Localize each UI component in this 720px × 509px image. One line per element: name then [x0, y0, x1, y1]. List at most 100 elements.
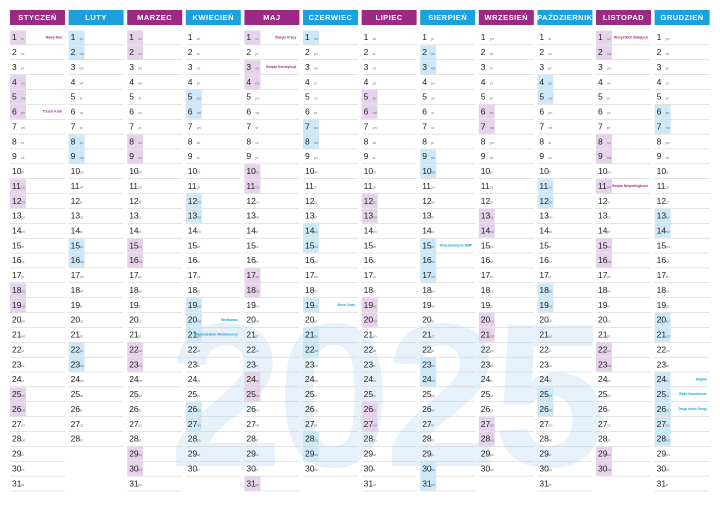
day-number: 19: [71, 300, 81, 310]
day-number: 26: [129, 404, 139, 414]
weekday: śr: [666, 67, 670, 71]
weekday: so: [548, 81, 552, 85]
day-number: 3: [657, 62, 662, 72]
weekday: pn: [373, 334, 377, 338]
day-number: 9: [539, 151, 544, 161]
day-number: 23: [422, 359, 432, 369]
weekday: śr: [255, 334, 259, 338]
day-number: 30: [539, 463, 549, 473]
weekday: pn: [21, 319, 25, 323]
weekday: nd: [666, 230, 670, 234]
day-highlight: [654, 313, 671, 327]
day-number: 28: [657, 434, 667, 444]
day-number: 5: [188, 92, 193, 102]
weekday: cz: [666, 290, 670, 294]
weekday: nd: [138, 156, 142, 160]
day-number: 9: [422, 151, 427, 161]
day-highlight: [127, 342, 144, 357]
weekday: so: [80, 141, 84, 145]
weekday: wt: [548, 126, 552, 130]
weekday: pt: [314, 215, 317, 219]
day-highlight: [127, 45, 144, 60]
day-number: 19: [657, 300, 667, 310]
weekday: cz: [490, 81, 494, 85]
weekday: pn: [314, 156, 318, 160]
weekday: nd: [314, 349, 318, 353]
day-number: 28: [246, 434, 256, 444]
weekday: cz: [197, 275, 201, 279]
weekday: pt: [548, 483, 551, 487]
day-number: 17: [422, 270, 432, 280]
day-number: 23: [364, 359, 374, 369]
day-number: 4: [246, 77, 251, 87]
day-number: 21: [305, 330, 315, 340]
day-highlight: [420, 372, 437, 387]
weekday: śr: [21, 245, 25, 249]
day-number: 14: [657, 225, 667, 235]
day-number: 5: [422, 92, 427, 102]
day-highlight: [303, 30, 319, 45]
day-highlight: [244, 283, 261, 298]
weekday: śr: [197, 156, 201, 160]
day-number: 7: [364, 121, 369, 131]
weekday: wt: [197, 453, 201, 457]
day-number: 5: [246, 92, 251, 102]
day-highlight: [654, 327, 671, 342]
weekday: cz: [373, 67, 377, 71]
weekday: śr: [197, 260, 201, 264]
day-highlight: [420, 238, 437, 253]
day-number: 30: [422, 463, 432, 473]
day-number: 2: [598, 47, 603, 57]
day-number: 18: [598, 285, 608, 295]
day-number: 27: [12, 419, 22, 429]
day-number: 20: [657, 315, 667, 325]
weekday: śr: [255, 126, 259, 130]
day-number: 26: [598, 404, 608, 414]
weekday: wt: [314, 379, 318, 383]
weekday: pn: [138, 275, 142, 279]
day-highlight: [596, 179, 612, 194]
weekday: pt: [666, 305, 669, 309]
day-highlight: [537, 298, 554, 313]
weekday: pn: [431, 81, 435, 85]
day-highlight: [68, 45, 85, 60]
day-number: 23: [246, 359, 256, 369]
weekday: so: [255, 275, 259, 279]
day-number: 11: [71, 181, 80, 191]
weekday: cz: [548, 156, 552, 160]
day-highlight: [127, 134, 144, 149]
weekday: wt: [138, 394, 142, 398]
day-number: 4: [71, 77, 76, 87]
day-number: 1: [71, 32, 76, 42]
weekday: cz: [490, 290, 494, 294]
weekday: śr: [548, 141, 552, 145]
day-number: 26: [422, 404, 432, 414]
day-number: 5: [129, 92, 134, 102]
day-number: 2: [71, 47, 76, 57]
weekday: pn: [314, 364, 318, 368]
day-number: 9: [188, 151, 193, 161]
holiday-note: Wigilia: [696, 377, 707, 381]
day-number: 1: [657, 32, 662, 42]
month-name: CZERWIEC: [309, 13, 353, 22]
weekday: cz: [431, 126, 435, 130]
weekday: śr: [607, 305, 611, 309]
day-number: 15: [481, 240, 491, 250]
day-number: 22: [71, 344, 81, 354]
day-number: 17: [188, 270, 198, 280]
day-highlight: [537, 283, 554, 298]
weekday: śr: [373, 364, 377, 368]
weekday: so: [314, 230, 318, 234]
weekday: so: [373, 200, 377, 204]
day-number: 7: [305, 121, 310, 131]
day-highlight: [596, 357, 612, 372]
weekday: so: [21, 290, 25, 294]
weekday: pt: [255, 156, 258, 160]
day-number: 27: [188, 419, 198, 429]
weekday: so: [138, 245, 142, 249]
weekday: pt: [548, 171, 551, 175]
day-number: 3: [539, 62, 544, 72]
day-highlight: [596, 461, 612, 476]
day-number: 26: [71, 404, 81, 414]
weekday: śr: [314, 394, 318, 398]
